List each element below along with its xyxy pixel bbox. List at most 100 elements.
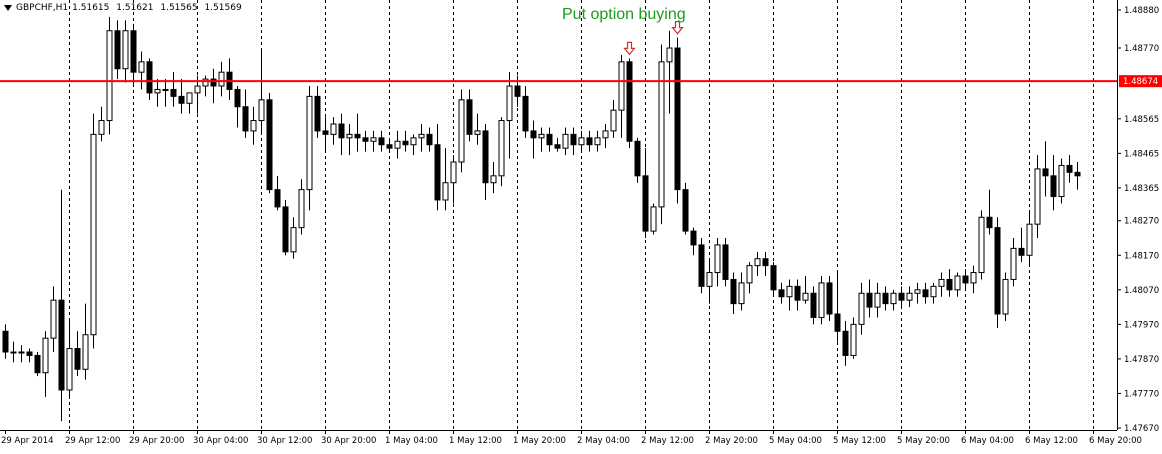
candle-bull — [258, 99, 265, 122]
candle-bear — [466, 99, 473, 135]
candle-bear — [338, 123, 345, 139]
candle-bull — [874, 292, 881, 308]
x-axis-tick-label: 1 May 12:00 — [449, 436, 502, 446]
candle-bear — [58, 299, 65, 391]
x-axis-tick-label: 6 May 12:00 — [1025, 436, 1078, 446]
candle-bull — [498, 120, 505, 177]
candle-bear — [514, 85, 521, 97]
candle-bear — [826, 282, 833, 315]
candle-bear — [1074, 171, 1081, 177]
ohlc-close: 1.51569 — [204, 3, 242, 13]
candle-bull — [186, 92, 193, 104]
candle-bear — [282, 206, 289, 253]
candle-bear — [762, 258, 769, 267]
ohlc-readout: 1.51615 1.51621 1.51565 1.51569 — [72, 3, 246, 13]
x-axis-tick-label: 1 May 04:00 — [385, 436, 438, 446]
candle-bull — [122, 30, 129, 70]
x-axis-tick-label: 29 Apr 12:00 — [65, 436, 120, 446]
candle-bull — [42, 337, 49, 374]
candle-bull — [106, 30, 113, 122]
x-axis-tick-label: 1 May 20:00 — [513, 436, 566, 446]
candle-bear — [810, 292, 817, 318]
x-axis-tick-label: 2 May 04:00 — [577, 436, 630, 446]
x-axis-tick-label: 30 Apr 20:00 — [321, 436, 376, 446]
y-axis-tick-label: 1.47770 — [1124, 389, 1159, 399]
candle-bull — [82, 334, 89, 370]
x-axis-tick-label: 5 May 12:00 — [833, 436, 886, 446]
candle-bull — [706, 272, 713, 287]
candle-bull — [562, 133, 569, 149]
x-axis-tick-label: 29 Apr 20:00 — [129, 436, 184, 446]
candle-bull — [1034, 168, 1041, 225]
y-axis-tick-label: 1.48365 — [1124, 184, 1159, 194]
candle-bear — [730, 278, 737, 305]
candle-bull — [890, 292, 897, 305]
candle-bull — [138, 61, 145, 73]
down-arrow-icon — [623, 41, 636, 56]
candle-bear — [362, 137, 369, 142]
candle-bull — [250, 120, 257, 132]
y-axis-tick-label: 1.47970 — [1124, 320, 1159, 330]
candle-bear — [962, 275, 969, 284]
candle-bear — [794, 285, 801, 301]
candle-bull — [10, 351, 17, 354]
candle-bull — [90, 133, 97, 336]
ohlc-open: 1.51615 — [72, 3, 110, 13]
candle-bear — [130, 30, 137, 73]
candle-bear — [634, 140, 641, 177]
x-axis-tick-label: 30 Apr 04:00 — [193, 436, 248, 446]
candle-bear — [722, 244, 729, 280]
candle-bear — [922, 289, 929, 298]
candle-bear — [626, 61, 633, 142]
candle-bull — [162, 88, 169, 91]
candle-bear — [210, 78, 217, 87]
candle-bull — [506, 85, 513, 122]
candle-bear — [322, 130, 329, 135]
candle-bull — [954, 275, 961, 291]
candle-bull — [290, 227, 297, 253]
y-axis-tick-label: 1.47870 — [1124, 355, 1159, 365]
candle-bear — [842, 330, 849, 356]
y-axis-tick-label: 1.48565 — [1124, 115, 1159, 125]
candle-bear — [946, 278, 953, 291]
y-axis-tick-label: 1.47670 — [1124, 424, 1159, 434]
y-axis-tick-label: 1.48880 — [1124, 6, 1159, 16]
candle-bear — [682, 189, 689, 232]
candle-bull — [618, 61, 625, 111]
candle-bull — [738, 282, 745, 305]
y-axis-tick-label: 1.48170 — [1124, 251, 1159, 261]
candle-bull — [802, 292, 809, 301]
candle-bear — [546, 133, 553, 146]
candle-bull — [474, 130, 481, 135]
candle-bull — [410, 137, 417, 146]
candle-bull — [978, 216, 985, 274]
candle-bear — [482, 130, 489, 184]
candle-bear — [642, 175, 649, 232]
candle-bear — [778, 289, 785, 298]
candle-bear — [530, 130, 537, 139]
candle-bull — [746, 265, 753, 284]
candle-bull — [786, 285, 793, 298]
candle-bear — [690, 230, 697, 246]
candle-bull — [714, 244, 721, 274]
candle-bull — [98, 120, 105, 135]
candle-bull — [906, 292, 913, 301]
candle-bear — [770, 265, 777, 291]
candle-bear — [834, 313, 841, 332]
symbol-dropdown-icon[interactable] — [4, 5, 12, 11]
candle-bull — [1002, 278, 1009, 315]
candle-bear — [1018, 247, 1025, 256]
x-axis-tick-label: 30 Apr 12:00 — [257, 436, 312, 446]
candle-bull — [610, 109, 617, 132]
y-axis-tick-label: 1.48465 — [1124, 149, 1159, 159]
candle-bull — [858, 292, 865, 325]
down-arrow-icon — [671, 21, 684, 35]
candle-bull — [418, 133, 425, 139]
candle-bear — [26, 351, 33, 356]
candle-bull — [930, 285, 937, 298]
candle-bull — [914, 289, 921, 294]
candle-bear — [266, 99, 273, 191]
candle-bear — [146, 61, 153, 94]
candle-bear — [2, 330, 9, 353]
